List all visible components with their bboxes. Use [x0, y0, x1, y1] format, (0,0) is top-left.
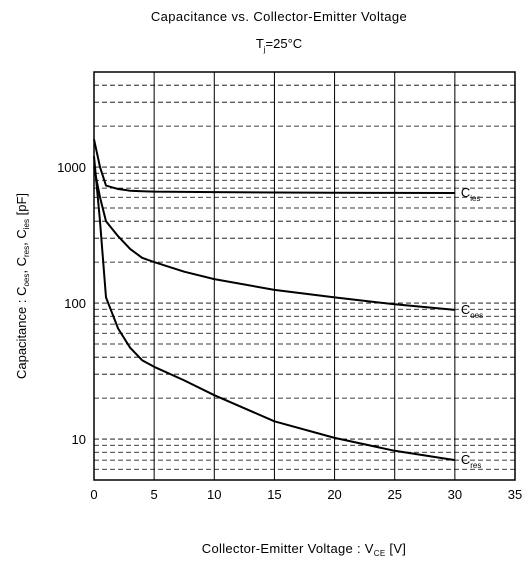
- series-labels: Cies Coes Cres: [461, 185, 483, 470]
- chart-title: Capacitance vs. Collector-Emitter Voltag…: [151, 9, 407, 24]
- y-axis-label-sub3: ies: [22, 219, 31, 229]
- chart-subtitle-main: T: [256, 36, 264, 51]
- series-label-ies: Cies: [461, 185, 481, 203]
- chart-subtitle-sub: j: [263, 45, 266, 54]
- y-tick-label: 1000: [57, 160, 86, 175]
- series-layer: [93, 139, 456, 462]
- x-axis-label-rest: [V]: [386, 541, 407, 556]
- series-label-oes: Coes: [461, 302, 483, 320]
- series-label-res: Cres: [461, 452, 482, 470]
- y-axis-label-prefix: Capacitance : C: [14, 287, 29, 380]
- grid: [94, 72, 515, 480]
- chart-subtitle: Tj=25°C: [256, 36, 302, 54]
- y-tick-labels: 10 100 1000: [57, 160, 86, 447]
- y-tick-label: 100: [64, 296, 86, 311]
- x-axis-label-sub: CE: [374, 549, 386, 558]
- x-tick-label: 20: [327, 487, 341, 502]
- x-tick-label: 30: [448, 487, 462, 502]
- y-axis-label-suffix: [pF]: [14, 193, 29, 219]
- x-tick-label: 0: [90, 487, 97, 502]
- series-line-ies: [93, 139, 455, 194]
- chart-subtitle-rest: =25°C: [266, 36, 303, 51]
- y-tick-label: 10: [72, 432, 86, 447]
- x-tick-label: 5: [151, 487, 158, 502]
- x-tick-label: 15: [267, 487, 281, 502]
- series-line-res: [93, 156, 456, 462]
- series-line-oes: [93, 166, 455, 311]
- x-axis-label-main: Collector-Emitter Voltage : V: [202, 541, 374, 556]
- x-tick-label: 25: [387, 487, 401, 502]
- x-tick-label: 35: [508, 487, 522, 502]
- x-tick-labels: 0 5 10 15 20 25 30 35: [90, 487, 522, 502]
- y-axis-label: Capacitance : Coes, Cres, Cies [pF]: [14, 193, 31, 379]
- y-axis-label-sep2: , C: [14, 229, 29, 246]
- x-tick-label: 10: [207, 487, 221, 502]
- x-axis-label: Collector-Emitter Voltage : VCE [V]: [202, 541, 406, 558]
- plot-frame: [93, 71, 516, 481]
- y-axis-label-sep1: , C: [14, 257, 29, 274]
- y-axis-label-sub1: oes: [22, 274, 31, 287]
- y-axis-label-sub2: res: [22, 246, 31, 257]
